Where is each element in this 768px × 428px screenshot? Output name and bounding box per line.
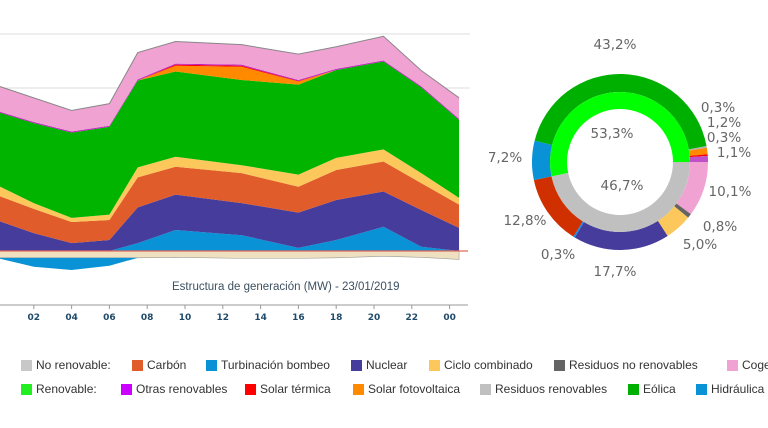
legend-label: Residuos no renovables [569, 358, 698, 372]
legend-item-cogenera[interactable]: Cogenera [727, 358, 768, 372]
legend-swatch [245, 383, 256, 395]
donut-inner-no-renovable [551, 162, 690, 232]
legend-swatch [727, 359, 738, 371]
legend-item-solar-termica[interactable]: Solar térmica [245, 382, 331, 396]
donut-label-solar-fotovoltaica: 1,2% [707, 115, 741, 131]
donut-outer-residuos-no-renovables [674, 203, 691, 218]
x-tick-label: 18 [330, 313, 343, 323]
legend-label: Nuclear [366, 358, 408, 372]
chart-title: Estructura de generación (MW) - 23/01/20… [172, 281, 400, 293]
x-tick-label: 02 [28, 313, 41, 323]
donut-outer-nuclear [574, 220, 668, 251]
legend-swatch [696, 383, 707, 395]
legend-swatch [121, 383, 132, 395]
x-tick-label: 06 [103, 313, 116, 323]
total-outline [0, 35, 460, 111]
legend-item-no-renovable[interactable]: No renovable: [21, 358, 111, 372]
legend-swatch [132, 359, 143, 371]
legend-item-otras-renovables[interactable]: Otras renovables [121, 382, 227, 396]
legend-label: Solar térmica [260, 382, 331, 396]
donut-label-no-renovable: 46,7% [601, 178, 644, 194]
legend-item-carbon[interactable]: Carbón [132, 358, 186, 372]
legend-item-turbinacion-bombeo[interactable]: Turbinación bombeo [206, 358, 330, 372]
donut-outer-eolica [534, 73, 707, 150]
x-tick-label: 00 [443, 313, 456, 323]
donut-label-eolica: 43,2% [594, 37, 637, 53]
x-tick-label: 22 [406, 313, 419, 323]
donut-outer-carbon [533, 176, 583, 237]
donut-label-ciclo-combinado: 5,0% [683, 237, 717, 253]
legend-swatch [21, 359, 32, 371]
donut-outer-solar-termica [689, 154, 708, 158]
legend-label: Turbinación bombeo [221, 358, 330, 372]
donut-label-cogeneracion: 10,1% [709, 184, 752, 200]
legend-item-nuclear[interactable]: Nuclear [351, 358, 407, 372]
legend-item-solar-fotovoltaica[interactable]: Solar fotovoltaica [353, 382, 460, 396]
area-hidraulica [0, 226, 460, 251]
x-tick-label: 14 [254, 313, 267, 323]
legend-label: Eólica [643, 382, 676, 396]
donut-outer-residuos-renovables [688, 146, 707, 151]
x-tick-label: 08 [141, 313, 154, 323]
donut-outer-solar-fotovoltaica [689, 147, 708, 156]
donut-outer-cogeneracion [676, 162, 708, 215]
donut-label-turbinacion-bombeo: 0,3% [541, 247, 575, 263]
area-otras-renovables [0, 60, 460, 133]
legend-item-renovable[interactable]: Renovable: [21, 382, 97, 396]
donut-inner-renovable [550, 91, 690, 177]
area-carbon [0, 161, 460, 244]
donut-label-residuos-renovables: 0,3% [701, 100, 735, 116]
legend-label: Hidráulica [711, 382, 765, 396]
x-tick-label: 10 [179, 313, 192, 323]
legend-item-eolica[interactable]: Eólica [628, 382, 676, 396]
donut-outer-ciclo-combinado [657, 206, 689, 237]
generation-area-chart: 02 04 06 08 10 12 14 16 18 20 22 00 [0, 33, 470, 323]
donut-label-carbon: 12,8% [504, 213, 547, 229]
generation-donut-chart: 10,1% 0,8% 5,0% 17,7% 0,3% 12,8% 7,2% 43,2% 0,3%… [488, 37, 752, 280]
donut-label-hidraulica: 7,2% [488, 150, 522, 166]
legend-label: Renovable: [36, 382, 97, 396]
legend-label: Residuos renovables [495, 382, 608, 396]
legend-row-2: Renovable: Otras renovables Solar térmica S… [0, 382, 768, 398]
legend-swatch [554, 359, 565, 371]
donut-label-nuclear: 17,7% [594, 264, 637, 280]
area-solar-fotovoltaica [0, 61, 460, 133]
area-eolica [0, 61, 460, 218]
area-nuclear [0, 191, 460, 251]
x-tick-label: 04 [65, 313, 78, 323]
legend-label: Carbón [147, 358, 187, 372]
area-cogeneracion [0, 36, 460, 132]
legend-swatch [353, 383, 364, 395]
donut-label-renovable: 53,3% [591, 126, 634, 142]
legend-row-1: No renovable: Carbón Turbinación bombeo Nuc… [0, 358, 768, 374]
legend-swatch [429, 359, 440, 371]
legend-swatch [206, 359, 217, 371]
legend-label: No renovable: [36, 358, 111, 372]
donut-outer-otras-renovables [689, 155, 708, 162]
x-tick-label: 12 [217, 313, 230, 323]
donut-label-residuos-no-renovables: 0,8% [703, 219, 737, 235]
legend-swatch [351, 359, 362, 371]
donut-label-solar-termica: 0,3% [707, 130, 741, 146]
donut-outer-turbinacion-bombeo [573, 221, 584, 238]
legend-label: Solar fotovoltaica [368, 382, 461, 396]
x-tick-label: 20 [368, 313, 381, 323]
legend-swatch [480, 383, 491, 395]
legend-item-residuos-no-renovables[interactable]: Residuos no renovables [554, 358, 698, 372]
legend-swatch [21, 383, 32, 395]
area-turbinacion-bombeo [0, 256, 460, 270]
legend-item-hidraulica[interactable]: Hidráulica [696, 382, 764, 396]
legend-label: Otras renovables [136, 382, 228, 396]
legend-label: Ciclo combinado [444, 358, 533, 372]
x-tick-label: 16 [292, 313, 305, 323]
legend-swatch [628, 383, 639, 395]
legend-item-ciclo-combinado[interactable]: Ciclo combinado [429, 358, 533, 372]
area-ciclo-combinado [0, 149, 460, 223]
legend-label: Cogenera [742, 358, 768, 372]
legend-item-residuos-renovables[interactable]: Residuos renovables [480, 382, 607, 396]
donut-outer-hidraulica [532, 140, 553, 181]
donut-label-otras-renovables: 1,1% [717, 145, 751, 161]
